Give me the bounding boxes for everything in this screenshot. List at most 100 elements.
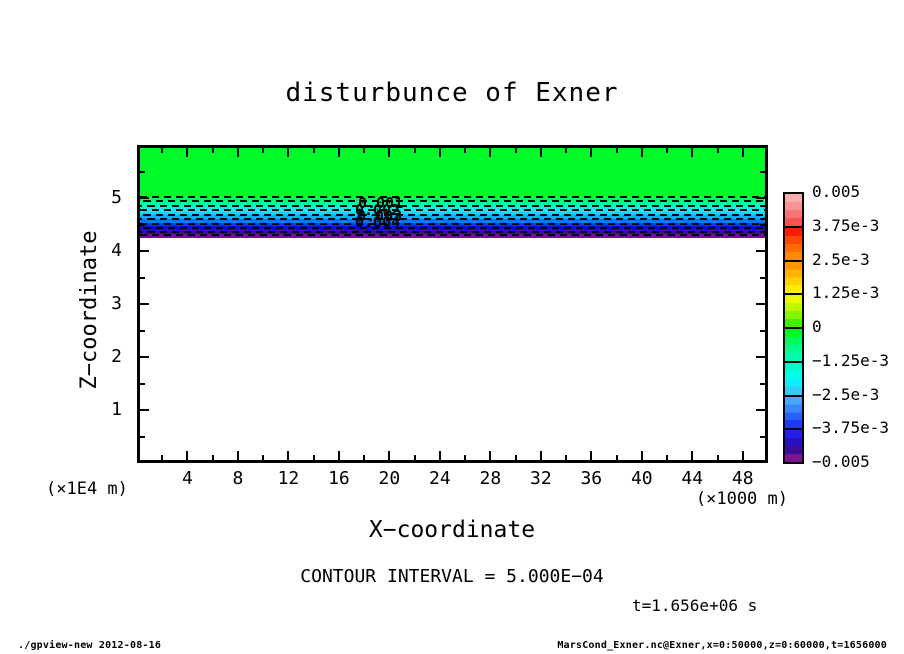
x-major-tick xyxy=(388,451,391,460)
y-minor-tick xyxy=(140,329,145,332)
y-tick-label: 1 xyxy=(111,399,122,420)
x-major-tick xyxy=(236,148,239,157)
x-minor-tick xyxy=(211,148,214,153)
y-major-tick xyxy=(756,409,765,411)
contour-value-label: 0.002 xyxy=(355,201,401,219)
gradient-strip xyxy=(137,211,768,216)
x-tick-label: 32 xyxy=(529,468,552,489)
x-major-tick xyxy=(287,148,290,157)
x-major-tick xyxy=(489,451,492,460)
dashed-contour-line xyxy=(140,209,765,212)
footer-source-stamp: MarsCond_Exner.nc@Exner,x=0:50000,z=0:60… xyxy=(557,640,887,651)
x-tick-label: 8 xyxy=(232,468,244,489)
x-major-tick xyxy=(590,451,593,460)
x-major-tick xyxy=(590,148,593,157)
x-axis-label: X−coordinate xyxy=(368,517,536,543)
time-annotation: t=1.656e+06 s xyxy=(632,596,758,615)
dashed-contour-line xyxy=(140,218,765,221)
y-major-tick xyxy=(140,250,149,252)
y-tick-label: 4 xyxy=(111,240,122,261)
contour-value-label: 0.001 xyxy=(358,194,404,212)
x-major-tick xyxy=(691,451,694,460)
x-tick-label: 24 xyxy=(429,468,451,489)
y-minor-tick xyxy=(140,382,145,385)
gradient-strip xyxy=(137,200,768,205)
colorbar xyxy=(783,192,804,464)
x-minor-tick xyxy=(716,148,719,153)
x-minor-tick xyxy=(666,148,669,153)
x-major-tick xyxy=(186,451,189,460)
axis-ticks xyxy=(137,145,768,463)
y-tick-label: 3 xyxy=(111,293,122,314)
y-minor-tick xyxy=(140,276,145,279)
zero-value-fill-rect xyxy=(137,145,768,197)
footer-program-stamp: ./gpview-new 2012-08-16 xyxy=(18,640,162,651)
x-tick-label: 4 xyxy=(182,468,193,489)
x-major-tick xyxy=(539,148,542,157)
x-major-tick xyxy=(640,148,643,157)
x-minor-tick xyxy=(413,455,416,460)
colorbar-level-label: −0.005 xyxy=(812,452,870,471)
x-major-tick xyxy=(691,148,694,157)
dashed-contour-line xyxy=(140,222,765,225)
x-minor-tick xyxy=(464,455,467,460)
x-major-tick xyxy=(337,148,340,157)
x-minor-tick xyxy=(413,148,416,153)
gradient-strip xyxy=(137,218,768,224)
x-minor-tick xyxy=(312,148,315,153)
colorbar-level-label: −2.5e-3 xyxy=(812,384,880,404)
x-major-tick xyxy=(287,451,290,460)
colorbar-section xyxy=(785,261,802,296)
colorbar-level-label: 0 xyxy=(812,317,822,336)
y-major-tick xyxy=(140,303,149,305)
x-major-tick xyxy=(741,451,744,460)
x-minor-tick xyxy=(262,148,265,153)
colorbar-section xyxy=(785,430,802,462)
x-minor-tick xyxy=(363,455,366,460)
colorbar-section xyxy=(785,295,802,329)
x-tick-label: 40 xyxy=(630,468,653,489)
y-minor-tick xyxy=(760,329,765,332)
x-major-tick xyxy=(438,451,441,460)
colorbar-level-label: −3.75e-3 xyxy=(812,418,890,438)
x-tick-label: 44 xyxy=(681,468,704,489)
x-major-tick xyxy=(489,148,492,157)
y-major-tick xyxy=(140,197,149,199)
x-major-tick xyxy=(438,148,441,157)
colorbar-section xyxy=(785,194,802,228)
dashed-contour-line xyxy=(140,230,765,233)
dashed-contour-line xyxy=(140,200,765,203)
dashed-contour-line xyxy=(140,213,765,216)
x-minor-tick xyxy=(615,455,618,460)
colorbar-section xyxy=(785,329,802,363)
x-minor-tick xyxy=(161,455,164,460)
y-minor-tick xyxy=(760,382,765,385)
x-major-tick xyxy=(539,451,542,460)
y-tick-label: 2 xyxy=(111,346,122,367)
colorbar-level-label: 3.75e-3 xyxy=(812,215,880,235)
x-axis-units: (×1000 m) xyxy=(695,489,788,509)
y-minor-tick xyxy=(140,435,145,438)
x-tick-label: 48 xyxy=(731,468,754,489)
x-minor-tick xyxy=(666,455,669,460)
y-minor-tick xyxy=(140,170,145,173)
y-minor-tick xyxy=(760,170,765,173)
y-minor-tick xyxy=(760,435,765,438)
plot-area: 0.001 0.002 0.003 0.004 xyxy=(137,145,768,463)
x-major-tick xyxy=(741,148,744,157)
y-major-tick xyxy=(756,197,765,199)
x-minor-tick xyxy=(312,455,315,460)
dashed-contour-line xyxy=(140,204,765,207)
colorbar-section xyxy=(785,362,802,397)
chart-title: disturbunce of Exner xyxy=(285,78,619,108)
contour-interval-note: CONTOUR INTERVAL = 5.000E−04 xyxy=(300,566,604,587)
colorbar-section xyxy=(785,227,802,262)
x-minor-tick xyxy=(211,455,214,460)
x-major-tick xyxy=(236,451,239,460)
x-minor-tick xyxy=(615,148,618,153)
dashed-contour-line xyxy=(140,195,765,198)
y-major-tick xyxy=(756,303,765,305)
x-minor-tick xyxy=(161,148,164,153)
y-major-tick xyxy=(756,250,765,252)
